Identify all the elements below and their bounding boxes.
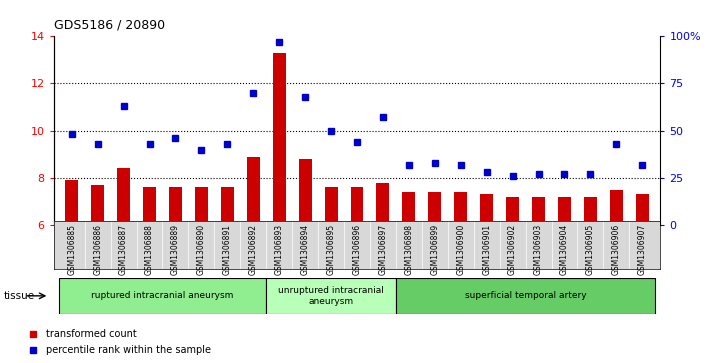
Bar — [376, 183, 389, 363]
Bar — [91, 185, 104, 363]
Bar — [273, 53, 286, 363]
Bar — [403, 192, 416, 363]
Bar — [351, 187, 363, 363]
Text: ruptured intracranial aneurysm: ruptured intracranial aneurysm — [91, 291, 233, 300]
FancyBboxPatch shape — [266, 278, 396, 314]
Bar — [169, 187, 182, 363]
Text: GSM1306894: GSM1306894 — [301, 224, 310, 275]
Bar — [584, 197, 597, 363]
Bar — [629, 36, 655, 225]
Bar — [117, 168, 130, 363]
Bar — [65, 180, 79, 363]
Bar — [214, 36, 241, 225]
Bar — [143, 187, 156, 363]
Bar — [266, 36, 292, 225]
Bar — [473, 36, 500, 225]
Text: GSM1306885: GSM1306885 — [67, 224, 76, 275]
Text: GSM1306898: GSM1306898 — [404, 224, 413, 275]
FancyBboxPatch shape — [396, 278, 655, 314]
Text: GDS5186 / 20890: GDS5186 / 20890 — [54, 18, 165, 31]
Bar — [506, 197, 519, 363]
Bar — [454, 192, 467, 363]
Bar — [558, 197, 571, 363]
Text: GSM1306897: GSM1306897 — [378, 224, 388, 275]
Bar — [188, 36, 214, 225]
Bar — [448, 36, 473, 225]
Text: GSM1306904: GSM1306904 — [560, 224, 569, 275]
Text: GSM1306907: GSM1306907 — [638, 224, 647, 275]
Bar — [500, 36, 526, 225]
FancyBboxPatch shape — [59, 278, 266, 314]
Bar — [481, 195, 493, 363]
Bar — [578, 36, 603, 225]
Text: GSM1306890: GSM1306890 — [197, 224, 206, 275]
Bar — [318, 36, 344, 225]
Bar — [241, 36, 266, 225]
Text: percentile rank within the sample: percentile rank within the sample — [46, 345, 211, 355]
Text: GSM1306896: GSM1306896 — [353, 224, 361, 275]
Text: GSM1306895: GSM1306895 — [326, 224, 336, 275]
Bar — [428, 192, 441, 363]
Bar — [551, 36, 578, 225]
Text: GSM1306888: GSM1306888 — [145, 224, 154, 275]
Bar — [370, 36, 396, 225]
Bar — [195, 187, 208, 363]
Text: GSM1306902: GSM1306902 — [508, 224, 517, 275]
Text: GSM1306906: GSM1306906 — [612, 224, 621, 275]
Text: GSM1306900: GSM1306900 — [456, 224, 466, 275]
Bar — [163, 36, 188, 225]
Text: tissue: tissue — [4, 291, 35, 301]
Bar — [396, 36, 422, 225]
Bar — [298, 159, 311, 363]
Text: GSM1306901: GSM1306901 — [482, 224, 491, 275]
Text: GSM1306891: GSM1306891 — [223, 224, 232, 275]
Text: GSM1306893: GSM1306893 — [275, 224, 283, 275]
Text: GSM1306887: GSM1306887 — [119, 224, 128, 275]
Bar — [526, 36, 551, 225]
Text: GSM1306886: GSM1306886 — [93, 224, 102, 275]
Bar — [59, 36, 85, 225]
Text: transformed count: transformed count — [46, 329, 136, 339]
Bar — [635, 195, 649, 363]
Text: GSM1306899: GSM1306899 — [431, 224, 439, 275]
Text: GSM1306905: GSM1306905 — [586, 224, 595, 275]
Bar — [603, 36, 629, 225]
Text: unruptured intracranial
aneurysm: unruptured intracranial aneurysm — [278, 286, 384, 306]
Text: GSM1306889: GSM1306889 — [171, 224, 180, 275]
Bar — [610, 189, 623, 363]
Bar — [325, 187, 338, 363]
Bar — [247, 157, 260, 363]
Text: GSM1306892: GSM1306892 — [248, 224, 258, 275]
Bar — [136, 36, 163, 225]
Bar — [85, 36, 111, 225]
Text: GSM1306903: GSM1306903 — [534, 224, 543, 275]
Bar — [292, 36, 318, 225]
Bar — [532, 197, 545, 363]
Bar — [111, 36, 136, 225]
Bar — [344, 36, 370, 225]
Bar — [221, 187, 233, 363]
Text: superficial temporal artery: superficial temporal artery — [465, 291, 586, 300]
Bar — [422, 36, 448, 225]
